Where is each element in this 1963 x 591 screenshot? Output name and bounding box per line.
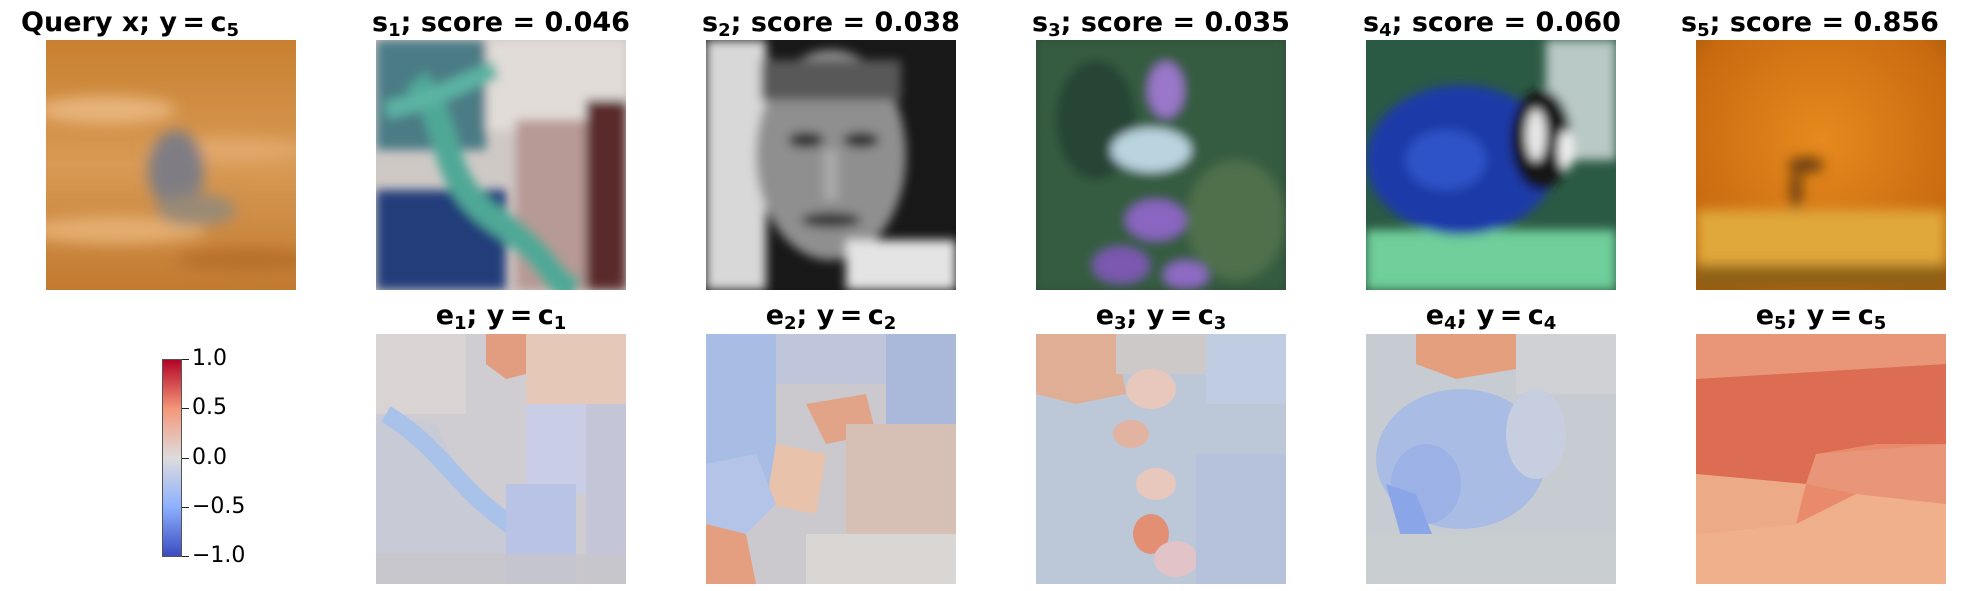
explanation-image-4 xyxy=(1366,334,1616,584)
explanation-title-1: e1; y = c1 xyxy=(435,300,567,334)
similar-title-3: s3; score = 0.035 xyxy=(1032,7,1290,41)
colorbar-tick-label: −1.0 xyxy=(192,543,246,568)
colorbar-tick-label: 1.0 xyxy=(192,346,227,371)
similar-title-1: s1; score = 0.046 xyxy=(372,7,630,41)
explanation-title-3: e3; y = c3 xyxy=(1095,300,1227,334)
colorbar-tick-label: 0.5 xyxy=(192,395,227,420)
explanation-image-3 xyxy=(1036,334,1286,584)
similar-title-5: s5; score = 0.856 xyxy=(1681,7,1939,41)
explanation-image-1 xyxy=(376,334,626,584)
colorbar-tick-label: 0.0 xyxy=(192,445,227,470)
similar-image-4 xyxy=(1366,40,1616,290)
explanation-image-5 xyxy=(1696,334,1946,584)
colorbar xyxy=(162,359,182,557)
colorbar-tick xyxy=(182,408,189,409)
explanation-title-2: e2; y = c2 xyxy=(765,300,897,334)
similar-image-2 xyxy=(706,40,956,290)
colorbar-tick xyxy=(182,556,189,557)
similar-title-2: s2; score = 0.038 xyxy=(702,7,960,41)
explanation-title-4: e4; y = c4 xyxy=(1425,300,1557,334)
similar-image-3 xyxy=(1036,40,1286,290)
query-image xyxy=(46,40,296,290)
query-title: Query x; y = c5 xyxy=(21,7,239,41)
colorbar-tick xyxy=(182,359,189,360)
explanation-title-5: e5; y = c5 xyxy=(1755,300,1887,334)
similar-image-1 xyxy=(376,40,626,290)
similar-title-4: s4; score = 0.060 xyxy=(1363,7,1621,41)
colorbar-tick xyxy=(182,458,189,459)
explanation-image-2 xyxy=(706,334,956,584)
colorbar-tick-label: −0.5 xyxy=(192,494,246,519)
similar-image-5 xyxy=(1696,40,1946,290)
colorbar-tick xyxy=(182,507,189,508)
